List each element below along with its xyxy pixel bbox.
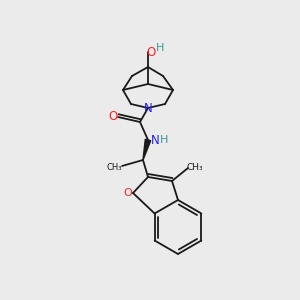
Text: O: O xyxy=(146,46,156,59)
Polygon shape xyxy=(143,139,151,160)
Text: H: H xyxy=(160,135,168,145)
Text: O: O xyxy=(124,188,132,198)
Text: H: H xyxy=(156,43,164,53)
Text: CH₃: CH₃ xyxy=(187,163,203,172)
Text: N: N xyxy=(151,134,159,146)
Text: N: N xyxy=(144,101,152,115)
Text: O: O xyxy=(108,110,118,124)
Text: CH₃: CH₃ xyxy=(106,163,122,172)
